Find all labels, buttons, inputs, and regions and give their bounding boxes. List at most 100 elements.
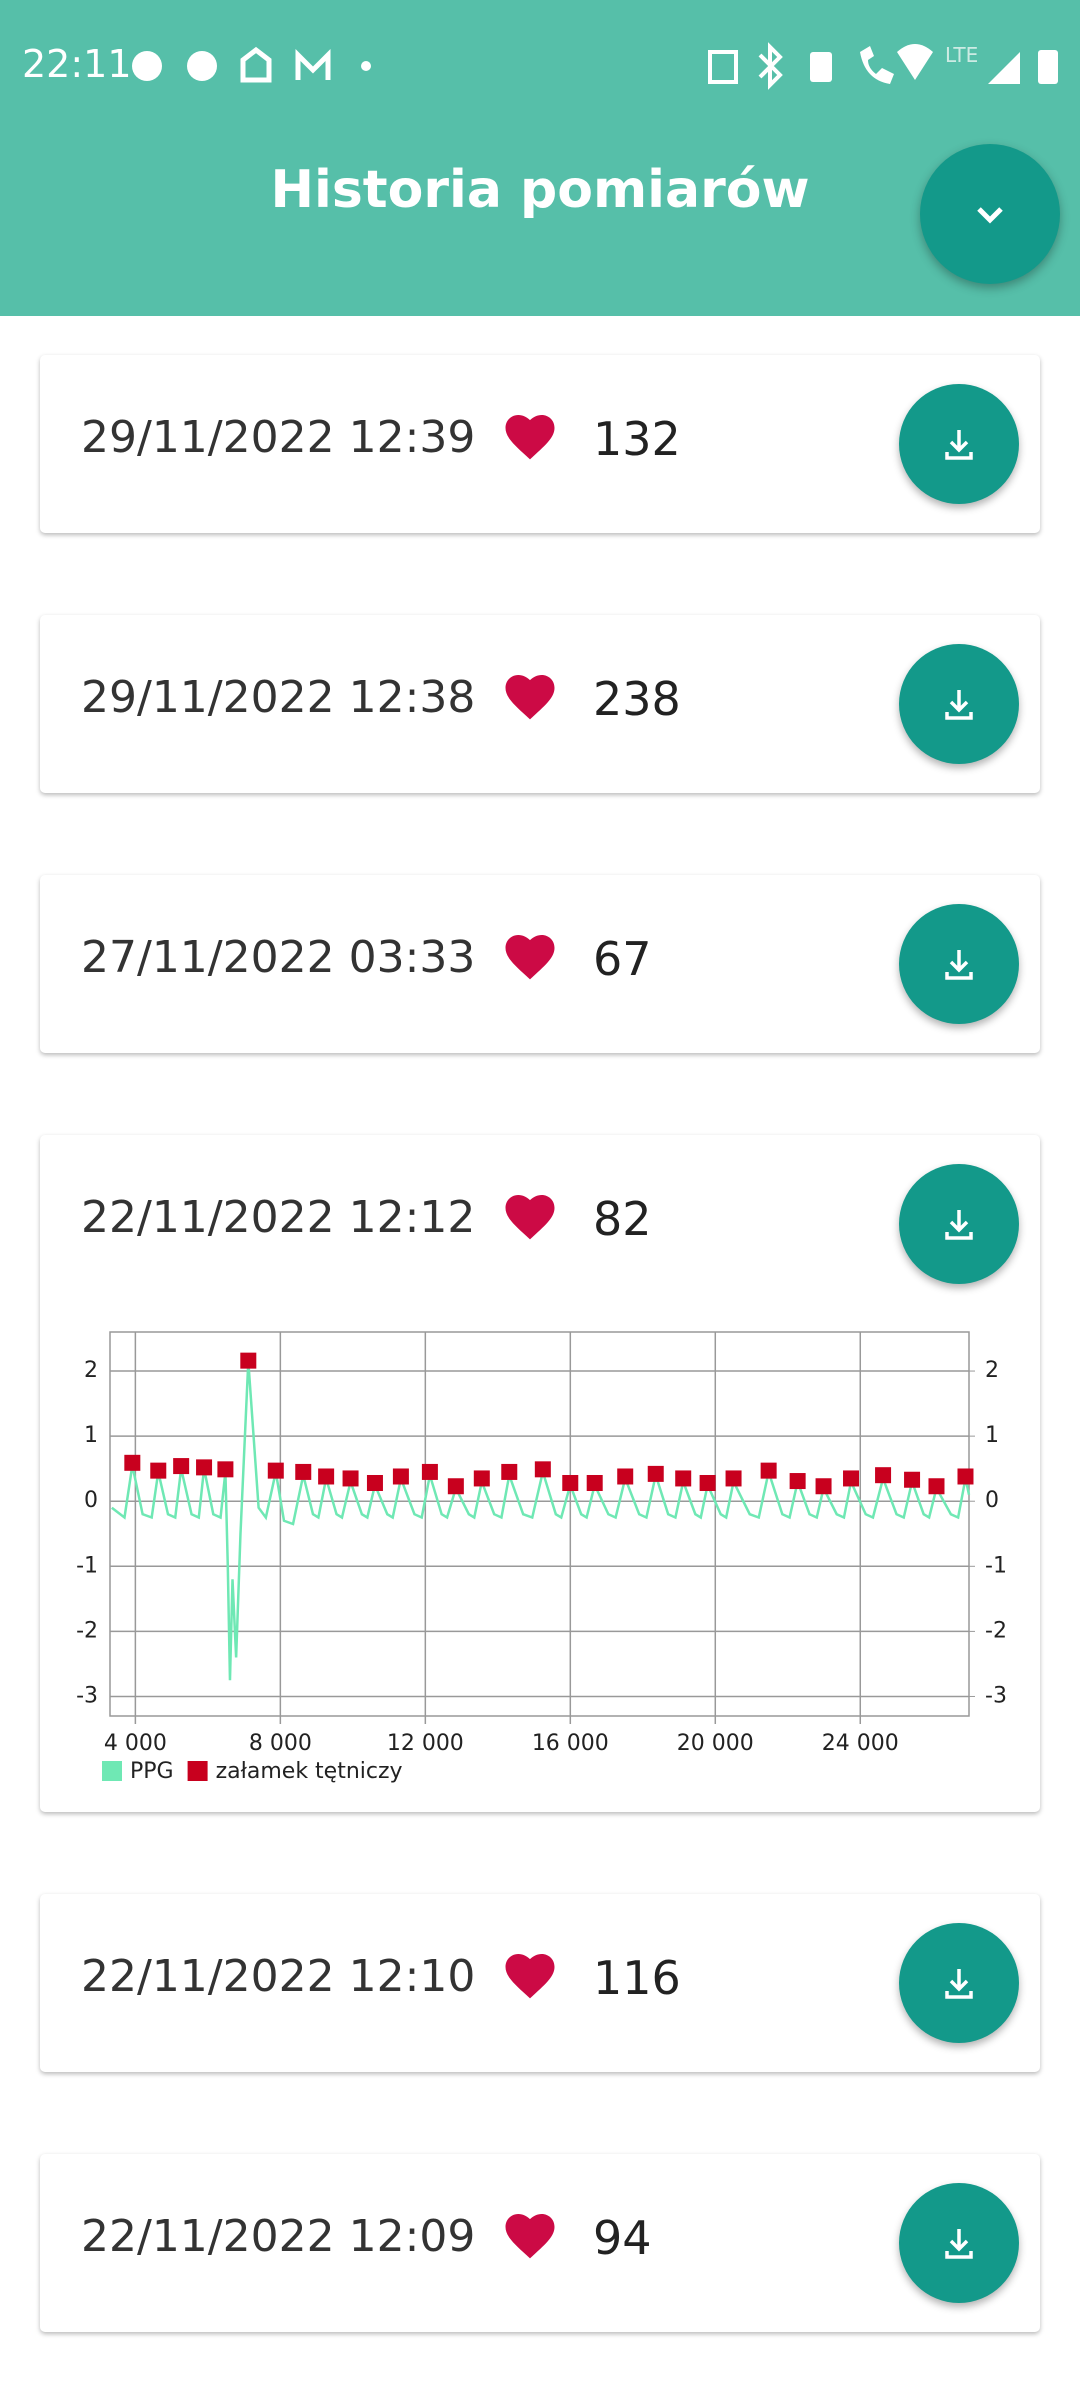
y2-tick-label: 2 — [985, 1358, 999, 1383]
download-glyph — [945, 1969, 973, 1999]
heart-rate: 116 — [593, 1951, 681, 2005]
pulse-marker — [843, 1470, 860, 1487]
download-icon — [945, 1210, 973, 1240]
network-type: LTE — [945, 43, 978, 67]
collapse-button[interactable] — [920, 144, 1060, 284]
pulse-marker — [815, 1478, 832, 1495]
y2-tick-label: -1 — [985, 1553, 1007, 1578]
measurement-card[interactable]: 29/11/2022 12:38 238 — [40, 615, 1040, 793]
ppg-line — [111, 1361, 971, 1681]
heart-rate: 238 — [593, 672, 681, 726]
heart-shape — [505, 935, 555, 980]
legend-label: załamek tętniczy — [216, 1759, 403, 1784]
x-tick-label: 24 000 — [822, 1731, 899, 1756]
pulse-marker — [421, 1463, 438, 1480]
status-icons: LTE — [132, 42, 1058, 90]
y-tick-label: 0 — [84, 1488, 98, 1513]
heart-icon — [505, 1195, 555, 1240]
heart-rate: 67 — [593, 932, 652, 986]
y2-tick-label: 0 — [985, 1488, 999, 1513]
measurement-card[interactable]: 27/11/2022 03:33 67 — [40, 875, 1040, 1053]
x-tick-label: 16 000 — [532, 1731, 609, 1756]
download-button[interactable] — [899, 904, 1019, 1024]
pulse-marker — [534, 1461, 551, 1478]
x-tick-label: 8 000 — [249, 1731, 312, 1756]
screen-title: Historia pomiarów — [270, 160, 810, 220]
pulse-marker — [957, 1468, 974, 1485]
plot-frame — [109, 1331, 970, 1717]
download-button[interactable] — [899, 644, 1019, 764]
pulse-marker — [196, 1459, 213, 1476]
measurement-card[interactable]: 29/11/2022 12:39 132 — [40, 355, 1040, 533]
chevron-icon — [977, 207, 1003, 224]
pulse-marker — [875, 1467, 892, 1484]
measurement-date: 27/11/2022 03:33 — [81, 932, 476, 983]
pulse-marker — [392, 1468, 409, 1485]
measurement-card[interactable]: 22/11/2022 12:09 94 — [40, 2154, 1040, 2332]
pulse-marker — [295, 1463, 312, 1480]
heart-rate: 132 — [593, 412, 681, 466]
measurement-date: 29/11/2022 12:38 — [81, 672, 476, 723]
y2-tick-label: 1 — [985, 1423, 999, 1448]
y-tick-label: 2 — [84, 1358, 98, 1383]
pulse-marker — [699, 1474, 716, 1491]
pulse-marker — [217, 1461, 234, 1478]
download-button[interactable] — [899, 1923, 1019, 2043]
pulse-marker — [789, 1473, 806, 1490]
x-tick-label: 4 000 — [104, 1731, 167, 1756]
pulse-marker — [904, 1471, 921, 1488]
pulse-marker — [725, 1470, 742, 1487]
pulse-marker — [928, 1478, 945, 1495]
x-tick-label: 20 000 — [677, 1731, 754, 1756]
y2-tick-label: -3 — [985, 1683, 1007, 1708]
download-icon — [945, 2229, 973, 2259]
download-icon — [945, 430, 973, 460]
download-glyph — [945, 2229, 973, 2259]
download-icon — [945, 690, 973, 720]
pulse-marker — [342, 1470, 359, 1487]
measurement-card[interactable]: 22/11/2022 12:12 82 -3 -2 -1 0 1 2 -3 -2 -1 0 1 2 4 00… — [40, 1135, 1040, 1812]
pulse-marker — [760, 1462, 777, 1479]
pulse-marker — [501, 1463, 518, 1480]
pulse-marker — [586, 1474, 603, 1491]
heart-icon — [505, 2214, 555, 2259]
download-icon — [945, 950, 973, 980]
pulse-marker — [562, 1474, 579, 1491]
download-glyph — [945, 950, 973, 980]
measurement-date: 22/11/2022 12:10 — [81, 1951, 476, 2002]
download-icon — [945, 1969, 973, 1999]
pulse-marker — [267, 1462, 284, 1479]
pulse-marker — [240, 1352, 257, 1369]
pulse-marker — [318, 1468, 335, 1485]
pulse-marker — [617, 1468, 634, 1485]
heart-icon — [505, 415, 555, 460]
pulse-marker — [675, 1470, 692, 1487]
download-glyph — [945, 430, 973, 460]
heart-icon — [505, 1954, 555, 1999]
x-tick-label: 12 000 — [387, 1731, 464, 1756]
measurement-date: 22/11/2022 12:12 — [81, 1192, 476, 1243]
download-button[interactable] — [899, 384, 1019, 504]
pulse-marker — [173, 1458, 190, 1475]
heart-rate: 94 — [593, 2211, 652, 2265]
measurement-card[interactable]: 22/11/2022 12:10 116 — [40, 1894, 1040, 2072]
download-glyph — [945, 690, 973, 720]
legend-label: PPG — [130, 1759, 174, 1784]
pulse-marker — [447, 1478, 464, 1495]
y-tick-label: -3 — [76, 1683, 98, 1708]
y-tick-label: -1 — [76, 1553, 98, 1578]
heart-shape — [505, 415, 555, 460]
pulse-marker — [473, 1470, 490, 1487]
download-button[interactable] — [899, 2183, 1019, 2303]
download-glyph — [945, 1210, 973, 1240]
legend-swatch — [187, 1761, 208, 1781]
y-tick-label: -2 — [76, 1618, 98, 1643]
heart-shape — [505, 1195, 555, 1240]
heart-shape — [505, 1954, 555, 1999]
pulse-marker — [366, 1474, 383, 1491]
heart-icon — [505, 675, 555, 720]
download-button[interactable] — [899, 1164, 1019, 1284]
pulse-marker — [124, 1454, 141, 1471]
